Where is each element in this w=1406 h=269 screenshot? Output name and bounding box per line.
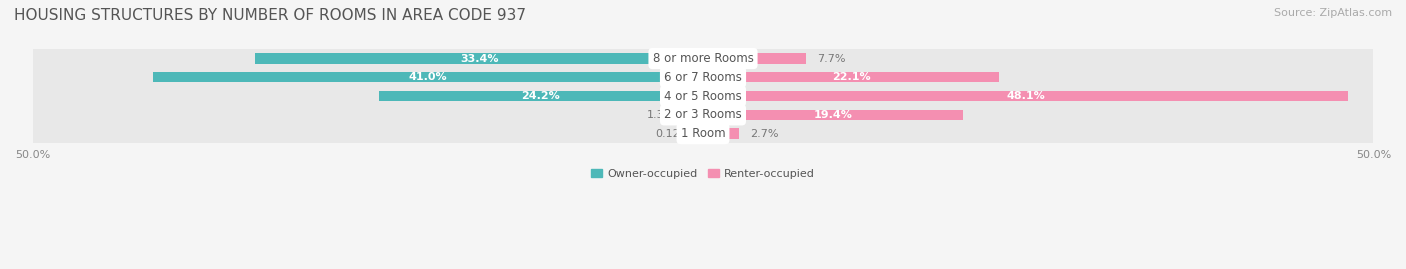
Text: 33.4%: 33.4% xyxy=(460,54,498,63)
Bar xyxy=(703,128,740,139)
Text: 6 or 7 Rooms: 6 or 7 Rooms xyxy=(664,71,742,84)
Text: HOUSING STRUCTURES BY NUMBER OF ROOMS IN AREA CODE 937: HOUSING STRUCTURES BY NUMBER OF ROOMS IN… xyxy=(14,8,526,23)
Bar xyxy=(32,105,1374,124)
Text: 19.4%: 19.4% xyxy=(814,110,852,120)
Bar xyxy=(153,72,703,83)
Bar xyxy=(32,87,1374,105)
Text: 4 or 5 Rooms: 4 or 5 Rooms xyxy=(664,90,742,102)
Bar xyxy=(256,53,703,64)
Bar xyxy=(703,53,806,64)
Text: 41.0%: 41.0% xyxy=(409,72,447,82)
Text: 24.2%: 24.2% xyxy=(522,91,560,101)
Bar xyxy=(32,49,1374,68)
Bar xyxy=(703,72,1000,83)
Text: 8 or more Rooms: 8 or more Rooms xyxy=(652,52,754,65)
Bar xyxy=(32,124,1374,143)
Bar xyxy=(703,91,1348,101)
Text: 2.7%: 2.7% xyxy=(749,129,779,139)
Text: 22.1%: 22.1% xyxy=(832,72,870,82)
Text: 0.12%: 0.12% xyxy=(655,129,690,139)
Bar xyxy=(32,68,1374,87)
Text: 1 Room: 1 Room xyxy=(681,127,725,140)
Legend: Owner-occupied, Renter-occupied: Owner-occupied, Renter-occupied xyxy=(586,164,820,183)
Text: 2 or 3 Rooms: 2 or 3 Rooms xyxy=(664,108,742,121)
Bar xyxy=(378,91,703,101)
Text: 48.1%: 48.1% xyxy=(1007,91,1045,101)
Bar xyxy=(703,110,963,120)
Text: 1.3%: 1.3% xyxy=(647,110,675,120)
Bar xyxy=(702,128,703,139)
Text: Source: ZipAtlas.com: Source: ZipAtlas.com xyxy=(1274,8,1392,18)
Text: 7.7%: 7.7% xyxy=(817,54,845,63)
Bar xyxy=(686,110,703,120)
